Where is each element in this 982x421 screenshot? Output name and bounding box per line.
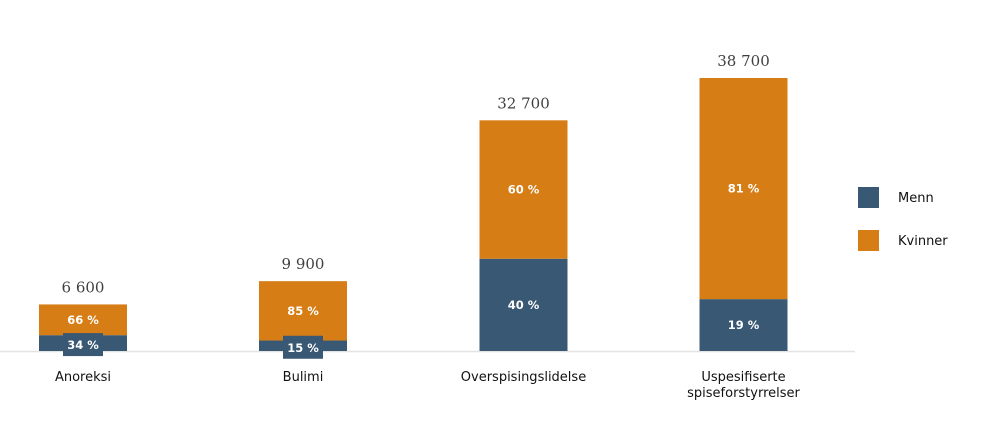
total-label: 6 600 xyxy=(62,278,105,296)
data-label: 66 % xyxy=(67,313,99,327)
category-label: Overspisingslidelse xyxy=(461,370,586,385)
legend-label-kvinner: Kvinner xyxy=(898,234,948,249)
data-label: 81 % xyxy=(728,182,760,196)
bar-menn xyxy=(479,258,568,351)
data-label: 15 % xyxy=(287,341,319,355)
data-label: 40 % xyxy=(508,298,540,312)
total-label: 38 700 xyxy=(717,52,770,70)
category-label: Uspesifiserte xyxy=(701,370,785,385)
legend-label-menn: Menn xyxy=(898,191,934,206)
legend: Menn Kvinner xyxy=(858,187,948,251)
data-label: 85 % xyxy=(287,304,319,318)
category-label: Anoreksi xyxy=(55,370,111,385)
bar-kvinner xyxy=(259,281,347,341)
total-label: 32 700 xyxy=(497,94,550,112)
bar-kvinner xyxy=(39,304,127,336)
data-label-background xyxy=(63,333,103,357)
data-label: 60 % xyxy=(508,183,540,197)
bar-kvinner xyxy=(699,78,788,300)
bar-menn xyxy=(699,299,788,351)
category-label: spiseforstyrrelser xyxy=(687,386,800,401)
total-label: 9 900 xyxy=(282,255,325,273)
data-label: 34 % xyxy=(67,338,99,352)
category-label: Bulimi xyxy=(283,370,324,385)
legend-swatch-menn xyxy=(858,187,879,208)
data-label-background xyxy=(283,335,323,359)
data-label: 19 % xyxy=(728,318,760,332)
legend-swatch-kvinner xyxy=(858,230,879,251)
bar-kvinner xyxy=(479,120,568,259)
